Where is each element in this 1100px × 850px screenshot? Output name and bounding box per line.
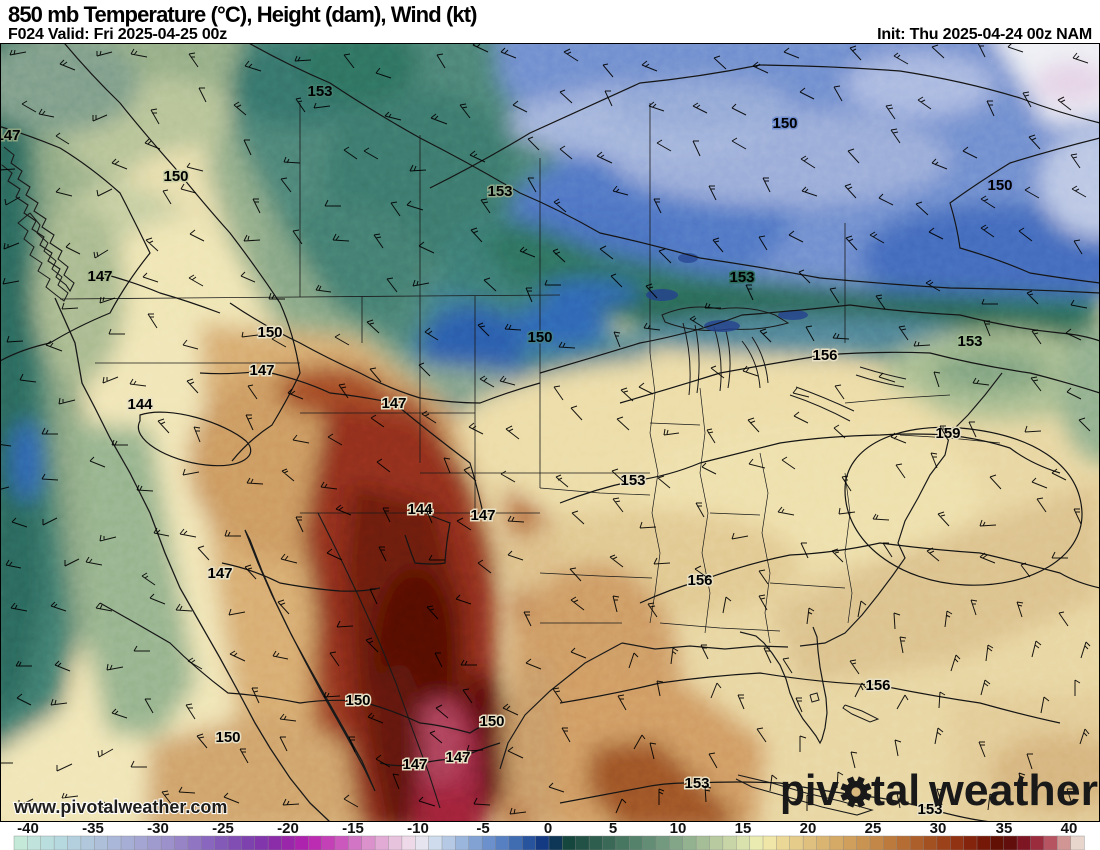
svg-text:147: 147 xyxy=(87,268,112,285)
svg-text:5: 5 xyxy=(609,820,617,837)
svg-text:-15: -15 xyxy=(342,820,364,837)
svg-text:150: 150 xyxy=(257,324,282,341)
svg-text:-5: -5 xyxy=(476,820,489,837)
svg-text:150: 150 xyxy=(527,329,552,346)
svg-text:piv: piv xyxy=(780,766,839,815)
svg-text:30: 30 xyxy=(930,820,947,837)
svg-text:147: 147 xyxy=(445,749,470,766)
svg-text:153: 153 xyxy=(307,83,332,100)
svg-text:153: 153 xyxy=(620,472,645,489)
svg-text:153: 153 xyxy=(729,269,754,286)
svg-text:156: 156 xyxy=(865,677,890,694)
svg-text:144: 144 xyxy=(407,501,433,518)
svg-text:150: 150 xyxy=(772,115,797,132)
svg-text:147: 147 xyxy=(249,362,274,379)
svg-text:150: 150 xyxy=(987,177,1012,194)
svg-text:-10: -10 xyxy=(407,820,429,837)
svg-text:153: 153 xyxy=(917,801,942,818)
svg-text:20: 20 xyxy=(800,820,817,837)
svg-text:-40: -40 xyxy=(17,820,39,837)
svg-text:147: 147 xyxy=(470,507,495,524)
svg-text:144: 144 xyxy=(127,396,153,413)
svg-text:147: 147 xyxy=(381,395,406,412)
svg-text:tal: tal xyxy=(871,766,920,815)
svg-text:-30: -30 xyxy=(147,820,169,837)
svg-text:10: 10 xyxy=(670,820,687,837)
svg-text:0: 0 xyxy=(544,820,552,837)
svg-text:147: 147 xyxy=(0,127,21,144)
svg-text:156: 156 xyxy=(687,572,712,589)
svg-text:150: 150 xyxy=(345,692,370,709)
svg-text:-35: -35 xyxy=(82,820,104,837)
svg-text:www.pivotalweather.com: www.pivotalweather.com xyxy=(13,797,227,817)
svg-text:153: 153 xyxy=(684,775,709,792)
svg-text:35: 35 xyxy=(996,820,1013,837)
svg-text:-20: -20 xyxy=(277,820,299,837)
svg-text:153: 153 xyxy=(957,333,982,350)
svg-text:25: 25 xyxy=(865,820,882,837)
svg-text:153: 153 xyxy=(487,183,512,200)
svg-text:150: 150 xyxy=(479,713,504,730)
svg-text:40: 40 xyxy=(1061,820,1078,837)
svg-text:147: 147 xyxy=(207,565,232,582)
svg-text:156: 156 xyxy=(812,347,837,364)
svg-text:150: 150 xyxy=(215,729,240,746)
svg-text:147: 147 xyxy=(402,756,427,773)
svg-text:weather: weather xyxy=(928,766,1098,815)
svg-text:-25: -25 xyxy=(212,820,234,837)
svg-text:15: 15 xyxy=(735,820,752,837)
svg-text:150: 150 xyxy=(163,168,188,185)
